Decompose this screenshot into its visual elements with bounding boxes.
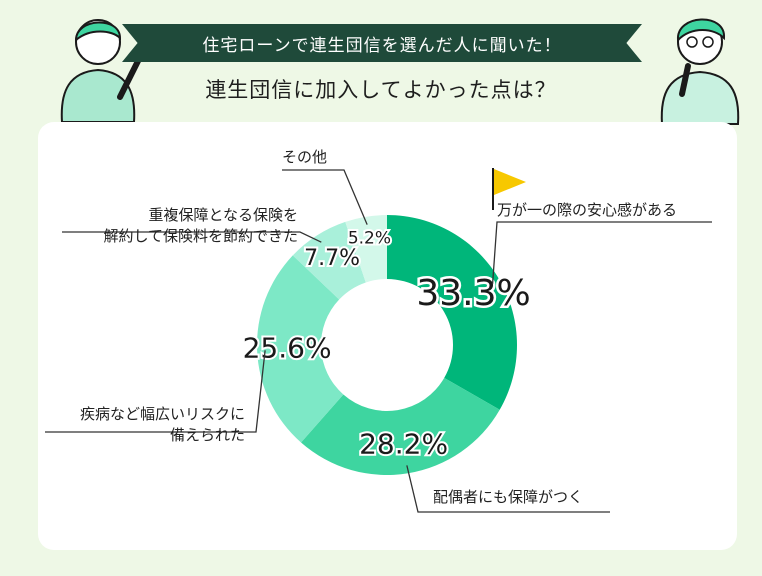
donut-slice-3 — [292, 221, 366, 300]
leader-line-2 — [45, 350, 266, 433]
donut-slice-2 — [257, 255, 344, 443]
label-anshin: 万が一の際の安心感がある — [497, 200, 677, 220]
percent-label-2: 25.6% — [243, 331, 332, 364]
chart-card — [38, 122, 737, 550]
donut-slice-1 — [301, 377, 500, 475]
person-right-illustration — [660, 18, 740, 125]
label-shippei-text: 疾病など幅広いリスクに 備えられた — [79, 405, 245, 444]
label-sonota-text: その他 — [282, 148, 328, 166]
banner-text: 住宅ローンで連生団信を選んだ人に聞いた！ — [202, 35, 562, 56]
label-sonota: その他 — [282, 147, 327, 167]
leader-line-1 — [406, 465, 610, 513]
leader-line-4 — [282, 169, 368, 225]
header-banner: 住宅ローンで連生団信を選んだ人に聞いた！ — [122, 24, 642, 62]
flag-icon — [492, 168, 526, 210]
percent-label-1: 28.2% — [359, 428, 448, 461]
label-chofuku: 重複保障となる保険を 解約して保険料を節約できた — [62, 185, 298, 246]
percent-label-0: 33.3% — [416, 273, 530, 314]
percent-label-3: 7.7% — [304, 246, 360, 271]
label-anshin-text: 万が一の際の安心感がある — [497, 201, 678, 219]
percent-label-4: 5.2% — [348, 228, 391, 248]
leader-line-0 — [491, 221, 712, 284]
label-chofuku-text: 重複保障となる保険を 解約して保険料を節約できた — [103, 206, 298, 245]
label-shippei: 疾病など幅広いリスクに 備えられた — [45, 384, 245, 445]
leader-line-3 — [62, 231, 322, 243]
donut-slice-0 — [387, 215, 517, 410]
chart-title: 連生団信に加入してよかった点は？ — [205, 78, 557, 102]
label-haigusha: 配偶者にも保障がつく — [433, 487, 583, 507]
donut-slice-4 — [345, 215, 387, 283]
label-haigusha-text: 配偶者にも保障がつく — [433, 488, 584, 506]
